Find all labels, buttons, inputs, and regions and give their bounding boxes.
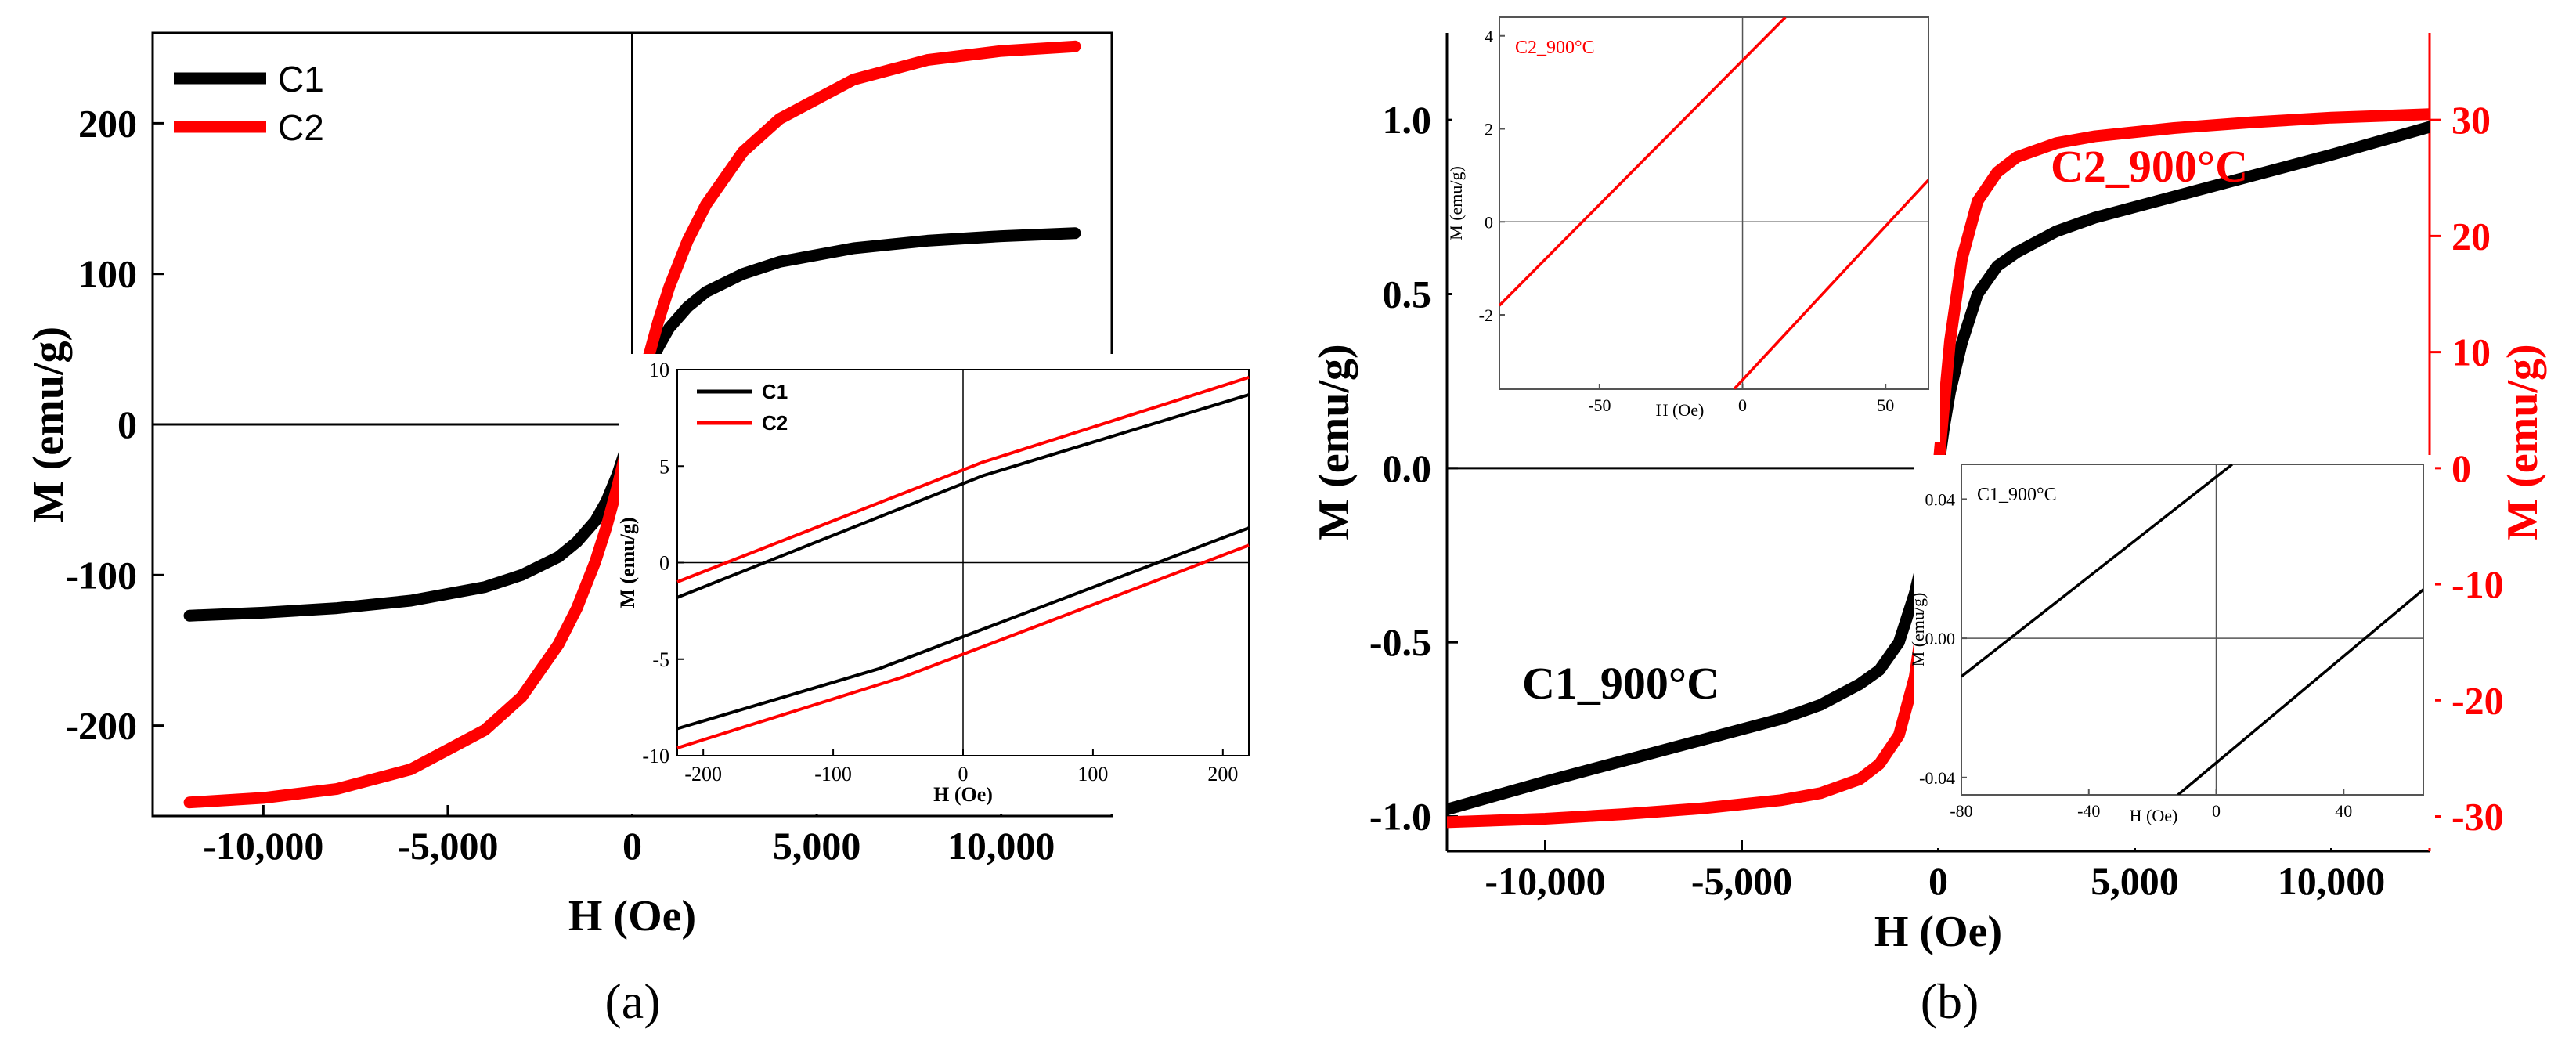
inset-bottom-y-axis-title: M (emu/g) bbox=[1908, 593, 1928, 667]
inset-y-tick-label: -10 bbox=[642, 745, 669, 767]
inset-top-y-tick-label: 2 bbox=[1485, 120, 1493, 139]
y-tick-label: 200 bbox=[78, 101, 137, 145]
inset-top-branch-line bbox=[1499, 17, 1787, 307]
inset-y-tick-label: 5 bbox=[659, 455, 669, 478]
inset-x-tick-label: 0 bbox=[958, 763, 969, 785]
inset-top-x-tick-label: 0 bbox=[1738, 395, 1747, 415]
inset-legend-label-C2: C2 bbox=[762, 411, 788, 435]
inset-bottom-y-tick-label: -0.04 bbox=[1919, 768, 1955, 788]
y-right-tick-label: 10 bbox=[2452, 330, 2491, 374]
inset-series-line-C1 bbox=[676, 526, 1250, 731]
inset-bottom-branch-line bbox=[1961, 464, 2233, 678]
inset-bottom-x-tick-label: 0 bbox=[2212, 801, 2221, 821]
y-left-tick-label: -1.0 bbox=[1369, 795, 1431, 839]
inset-bottom-frame bbox=[1961, 464, 2424, 796]
y-right-axis-title: M (emu/g) bbox=[2498, 344, 2547, 540]
x-tick-label: -10,000 bbox=[1485, 859, 1605, 903]
inset-y-axis-title: M (emu/g) bbox=[616, 517, 639, 608]
inset-y-tick-label: 10 bbox=[649, 359, 669, 381]
inset-bottom-branch-line bbox=[2177, 588, 2423, 795]
inset-x-tick-label: -200 bbox=[684, 763, 722, 785]
y-right-tick-label: -20 bbox=[2452, 678, 2504, 722]
y-right-tick-label: 20 bbox=[2452, 214, 2491, 258]
inset-series-line-C2 bbox=[676, 375, 1250, 583]
inset-series-line-C2 bbox=[676, 543, 1250, 750]
x-tick-label: 0 bbox=[1928, 859, 1948, 903]
inset-x-tick-label: 200 bbox=[1207, 763, 1238, 785]
inset-series-line-C1 bbox=[676, 393, 1250, 599]
y-right-tick-label: -30 bbox=[2452, 795, 2504, 839]
y-tick-label: -200 bbox=[65, 704, 137, 748]
inset-top-x-axis-title: H (Oe) bbox=[1656, 400, 1705, 420]
annotation-c2: C2_900°C bbox=[2051, 141, 2248, 192]
y-right-tick-label: -10 bbox=[2452, 562, 2504, 606]
x-tick-label: 5,000 bbox=[773, 824, 861, 868]
x-tick-label: 0 bbox=[622, 824, 642, 868]
inset-top-frame bbox=[1499, 16, 1929, 390]
y-left-tick-label: 1.0 bbox=[1383, 98, 1432, 142]
y-tick-label: 0 bbox=[117, 403, 137, 446]
inset-x-tick-label: -100 bbox=[814, 763, 852, 785]
legend-label-C2: C2 bbox=[278, 107, 324, 148]
inset-top-label: C2_900°C bbox=[1515, 38, 1595, 58]
y-axis-title: M (emu/g) bbox=[24, 327, 73, 522]
inset-top-x-tick-label: -50 bbox=[1588, 395, 1611, 415]
inset-background bbox=[619, 354, 1265, 814]
panel-label-a: (a) bbox=[604, 973, 660, 1029]
x-tick-label: 5,000 bbox=[2091, 859, 2179, 903]
x-tick-label: 10,000 bbox=[947, 824, 1055, 868]
panel-b: -10,000 -5,000 0 5,000 10,000 -1.0 -0.5 0.0 0.5 1… bbox=[1310, 8, 2547, 1029]
y-tick-label: 100 bbox=[78, 252, 137, 296]
inset-top-y-axis-title: M (emu/g) bbox=[1446, 166, 1466, 240]
inset-top-x-tick-label: 50 bbox=[1877, 395, 1894, 415]
legend-label-C1: C1 bbox=[278, 59, 324, 99]
x-axis-title: H (Oe) bbox=[568, 892, 696, 940]
inset-bottom-x-tick-label: -40 bbox=[2077, 801, 2100, 821]
inset-x-tick-label: 100 bbox=[1077, 763, 1108, 785]
inset-top-branch-line bbox=[1733, 179, 1928, 389]
x-tick-label: -10,000 bbox=[203, 824, 323, 868]
panel-a: -10,000 -5,000 0 5,000 10,000-200-1000100200… bbox=[24, 31, 1265, 1029]
x-axis-title: H (Oe) bbox=[1874, 908, 2002, 956]
y-right-tick-label: 0 bbox=[2452, 446, 2471, 490]
inset-top-y-tick-label: -2 bbox=[1479, 305, 1493, 325]
inset-bottom-x-tick-label: 40 bbox=[2335, 801, 2352, 821]
x-tick-label: -5,000 bbox=[1691, 859, 1792, 903]
inset-top-y-tick-label: 0 bbox=[1485, 212, 1493, 232]
y-right-tick-label: 30 bbox=[2452, 98, 2491, 142]
annotation-c1: C1_900°C bbox=[1522, 658, 1719, 709]
inset-bottom-x-axis-title: H (Oe) bbox=[2130, 806, 2178, 825]
y-left-axis-title: M (emu/g) bbox=[1310, 344, 1358, 540]
inset-y-tick-label: -5 bbox=[652, 648, 669, 671]
inset-legend-label-C1: C1 bbox=[762, 380, 788, 403]
y-left-tick-label: 0.5 bbox=[1383, 273, 1432, 316]
y-tick-label: -100 bbox=[65, 553, 137, 597]
panel-label-b: (b) bbox=[1921, 973, 1979, 1029]
inset-bottom-x-tick-label: -80 bbox=[1950, 801, 1972, 821]
inset-y-tick-label: 0 bbox=[659, 552, 669, 575]
x-tick-label: 10,000 bbox=[2278, 859, 2386, 903]
inset-top-y-tick-label: 4 bbox=[1485, 27, 1493, 46]
inset-x-axis-title: H (Oe) bbox=[933, 783, 993, 806]
y-left-tick-label: -0.5 bbox=[1369, 620, 1431, 664]
inset-top-background bbox=[1452, 8, 1940, 442]
y-left-tick-label: 0.0 bbox=[1383, 446, 1432, 490]
inset-bottom-y-tick-label: 0.04 bbox=[1925, 489, 1956, 509]
inset-bottom-label: C1_900°C bbox=[1977, 485, 2057, 505]
x-tick-label: -5,000 bbox=[397, 824, 498, 868]
inset-bottom-y-tick-label: 0.00 bbox=[1925, 629, 1956, 648]
